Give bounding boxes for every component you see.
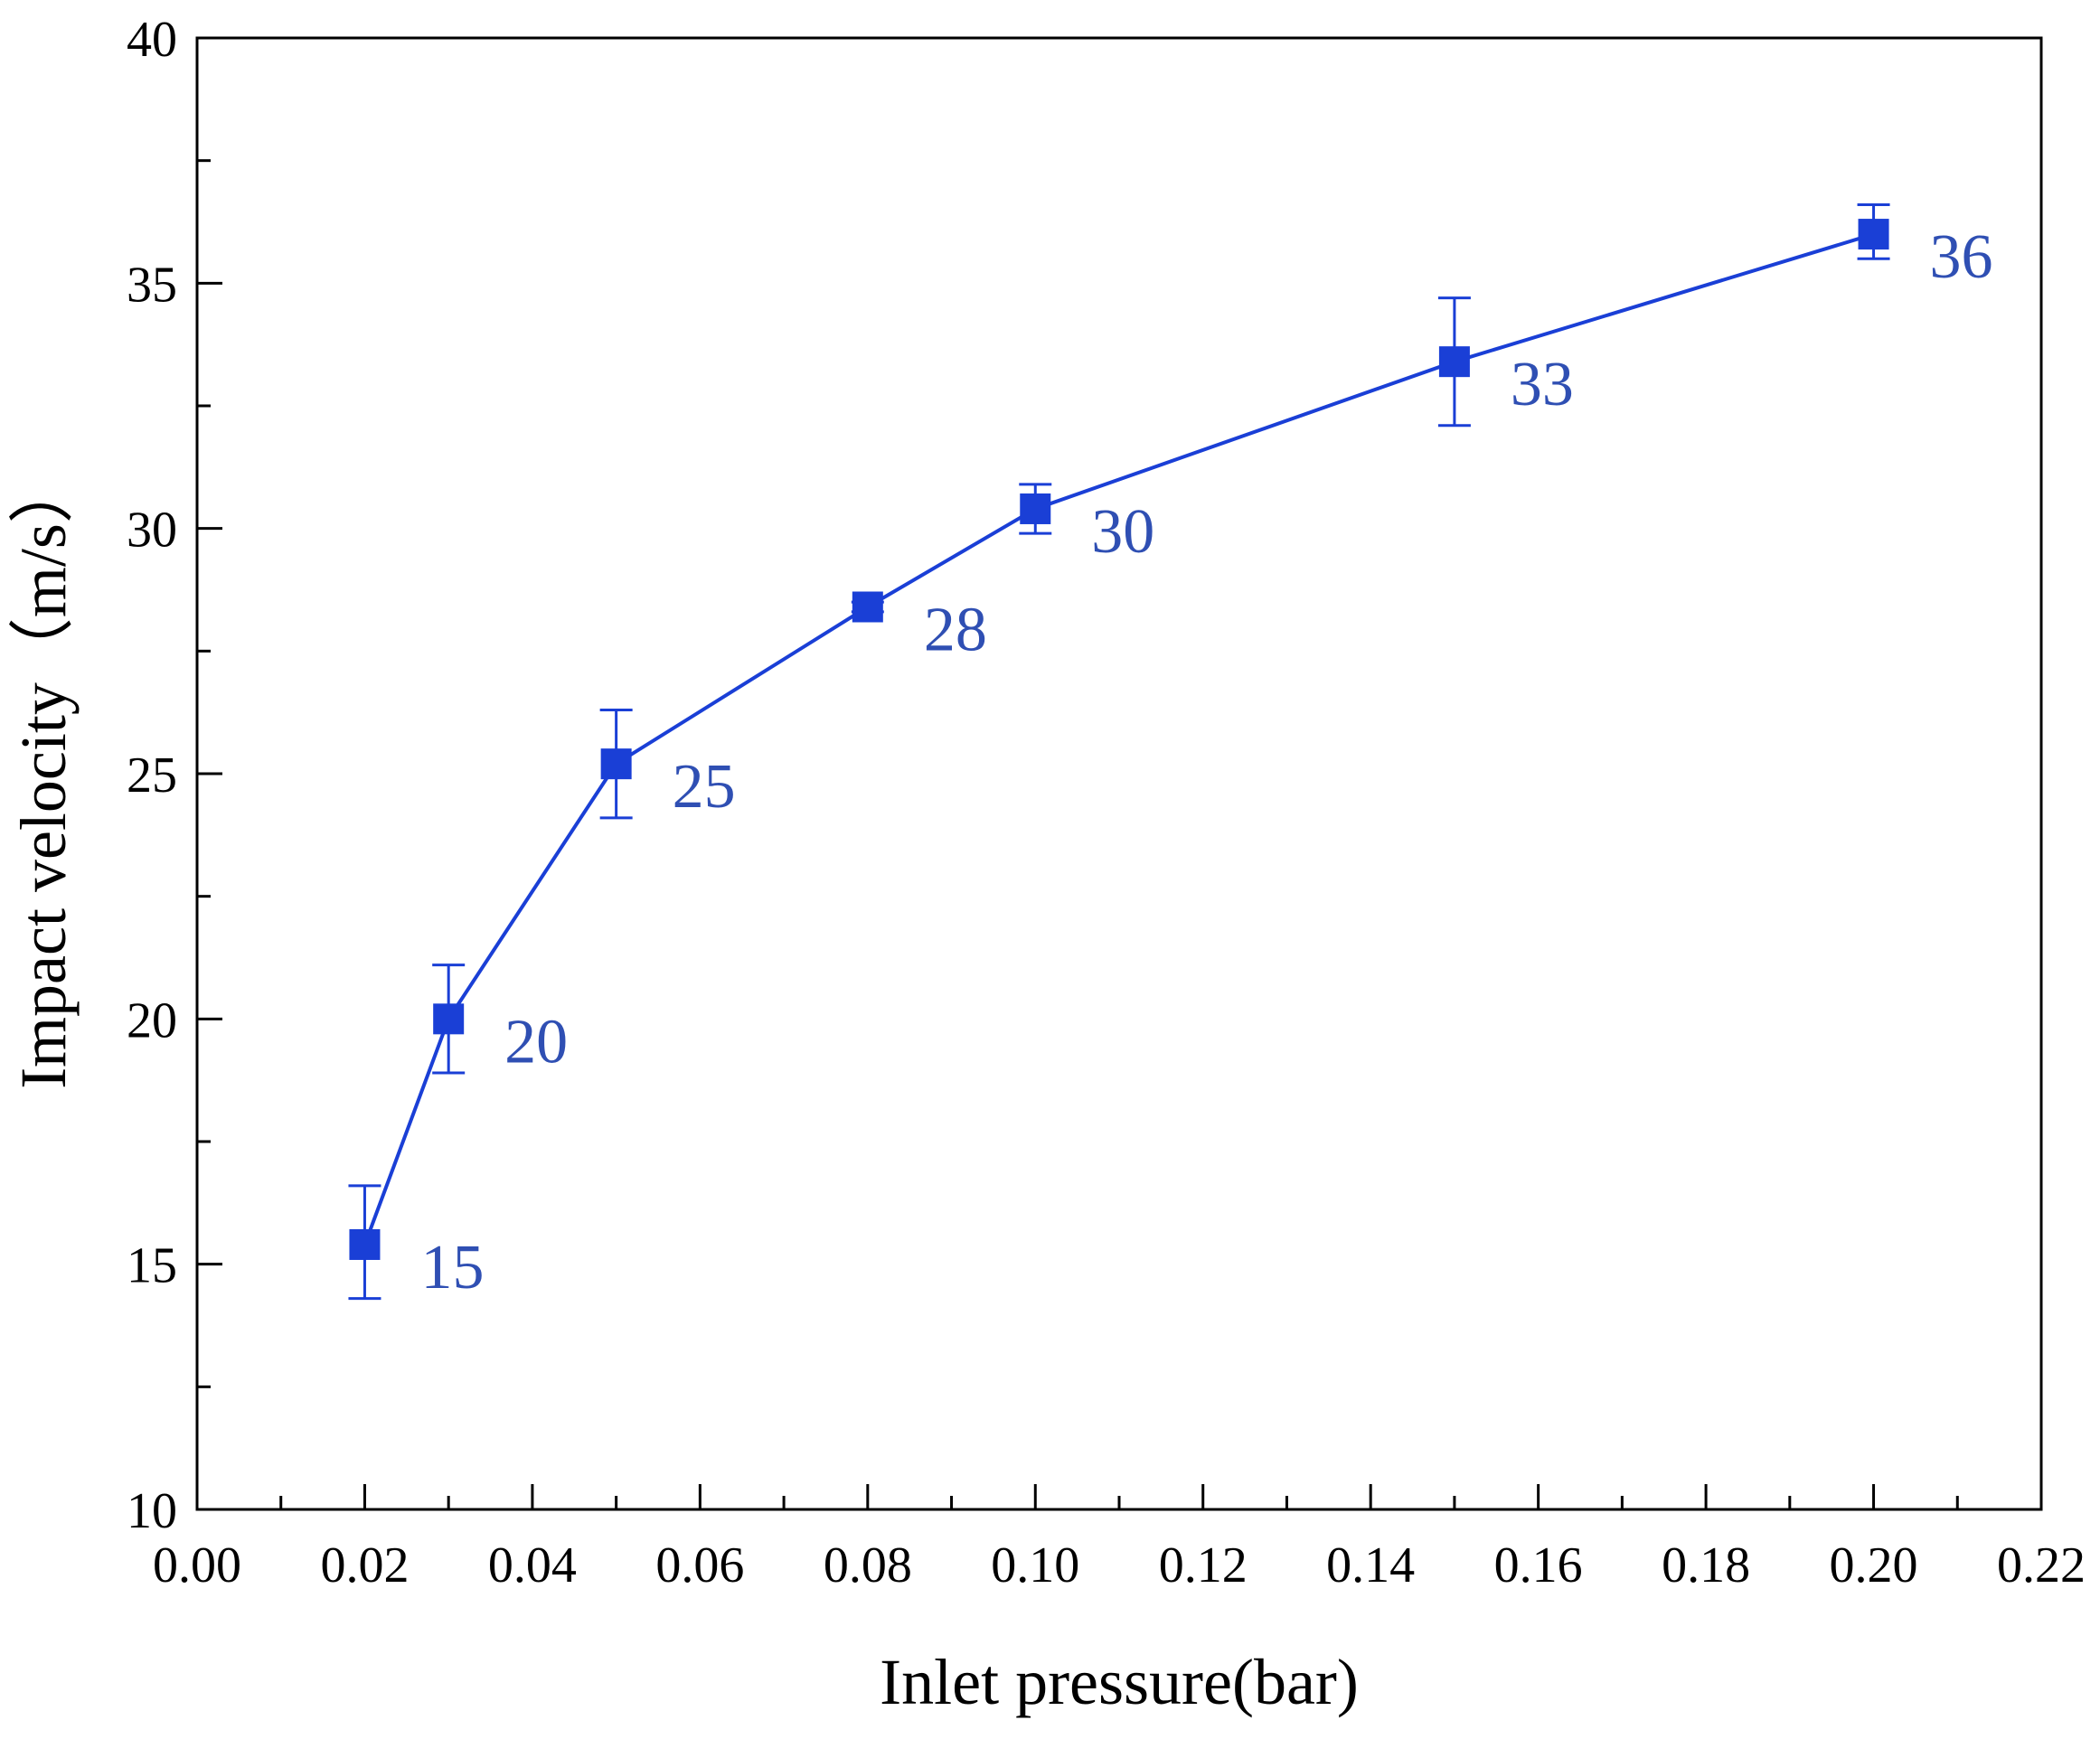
data-point-marker <box>852 591 883 623</box>
y-tick-label: 35 <box>127 257 177 313</box>
data-label: 15 <box>420 1233 484 1302</box>
data-point-marker <box>1858 219 1889 250</box>
data-point-marker <box>433 1003 465 1035</box>
x-tick-label: 0.16 <box>1494 1537 1583 1593</box>
x-tick-label: 0.04 <box>488 1537 577 1593</box>
y-tick-label: 20 <box>127 992 177 1048</box>
x-tick-label: 0.22 <box>1997 1537 2086 1593</box>
x-tick-label: 0.14 <box>1326 1537 1415 1593</box>
series: 15 20 25 28 30 33 36 <box>348 203 1993 1302</box>
x-tick-label: 0.18 <box>1662 1537 1750 1593</box>
x-axis-title: Inlet pressure(bar) <box>880 1646 1359 1718</box>
series-line <box>363 232 1875 1246</box>
x-tick-label: 0.20 <box>1830 1537 1918 1593</box>
y-axis: 10 15 20 25 30 35 40 <box>127 12 222 1539</box>
x-tick-label: 0.10 <box>991 1537 1079 1593</box>
data-label: 20 <box>504 1007 568 1076</box>
y-tick-label: 25 <box>127 747 177 804</box>
data-label: 28 <box>924 595 987 664</box>
data-label: 30 <box>1091 497 1154 567</box>
data-label: 25 <box>673 752 736 822</box>
x-tick-label: 0.08 <box>824 1537 912 1593</box>
data-point-marker <box>1438 346 1470 378</box>
data-point-marker <box>349 1228 381 1260</box>
y-tick-label: 40 <box>127 12 177 68</box>
x-tick-label: 0.00 <box>153 1537 241 1593</box>
x-tick-label: 0.02 <box>320 1537 409 1593</box>
data-point-marker <box>600 748 632 780</box>
data-label: 33 <box>1511 350 1574 419</box>
y-tick-label: 15 <box>127 1238 177 1294</box>
x-tick-label: 0.06 <box>655 1537 744 1593</box>
data-point-marker <box>1020 493 1051 524</box>
x-tick-label: 0.12 <box>1159 1537 1248 1593</box>
data-label: 36 <box>1930 222 1993 292</box>
y-tick-label: 30 <box>127 503 177 559</box>
y-tick-label: 10 <box>127 1483 177 1539</box>
x-axis: 0.00 0.02 0.04 0.06 0.08 0.10 0.12 0.14 0.16 0.18… <box>153 1484 2086 1593</box>
y-axis-title: Impact velocity（m/s） <box>7 458 80 1089</box>
